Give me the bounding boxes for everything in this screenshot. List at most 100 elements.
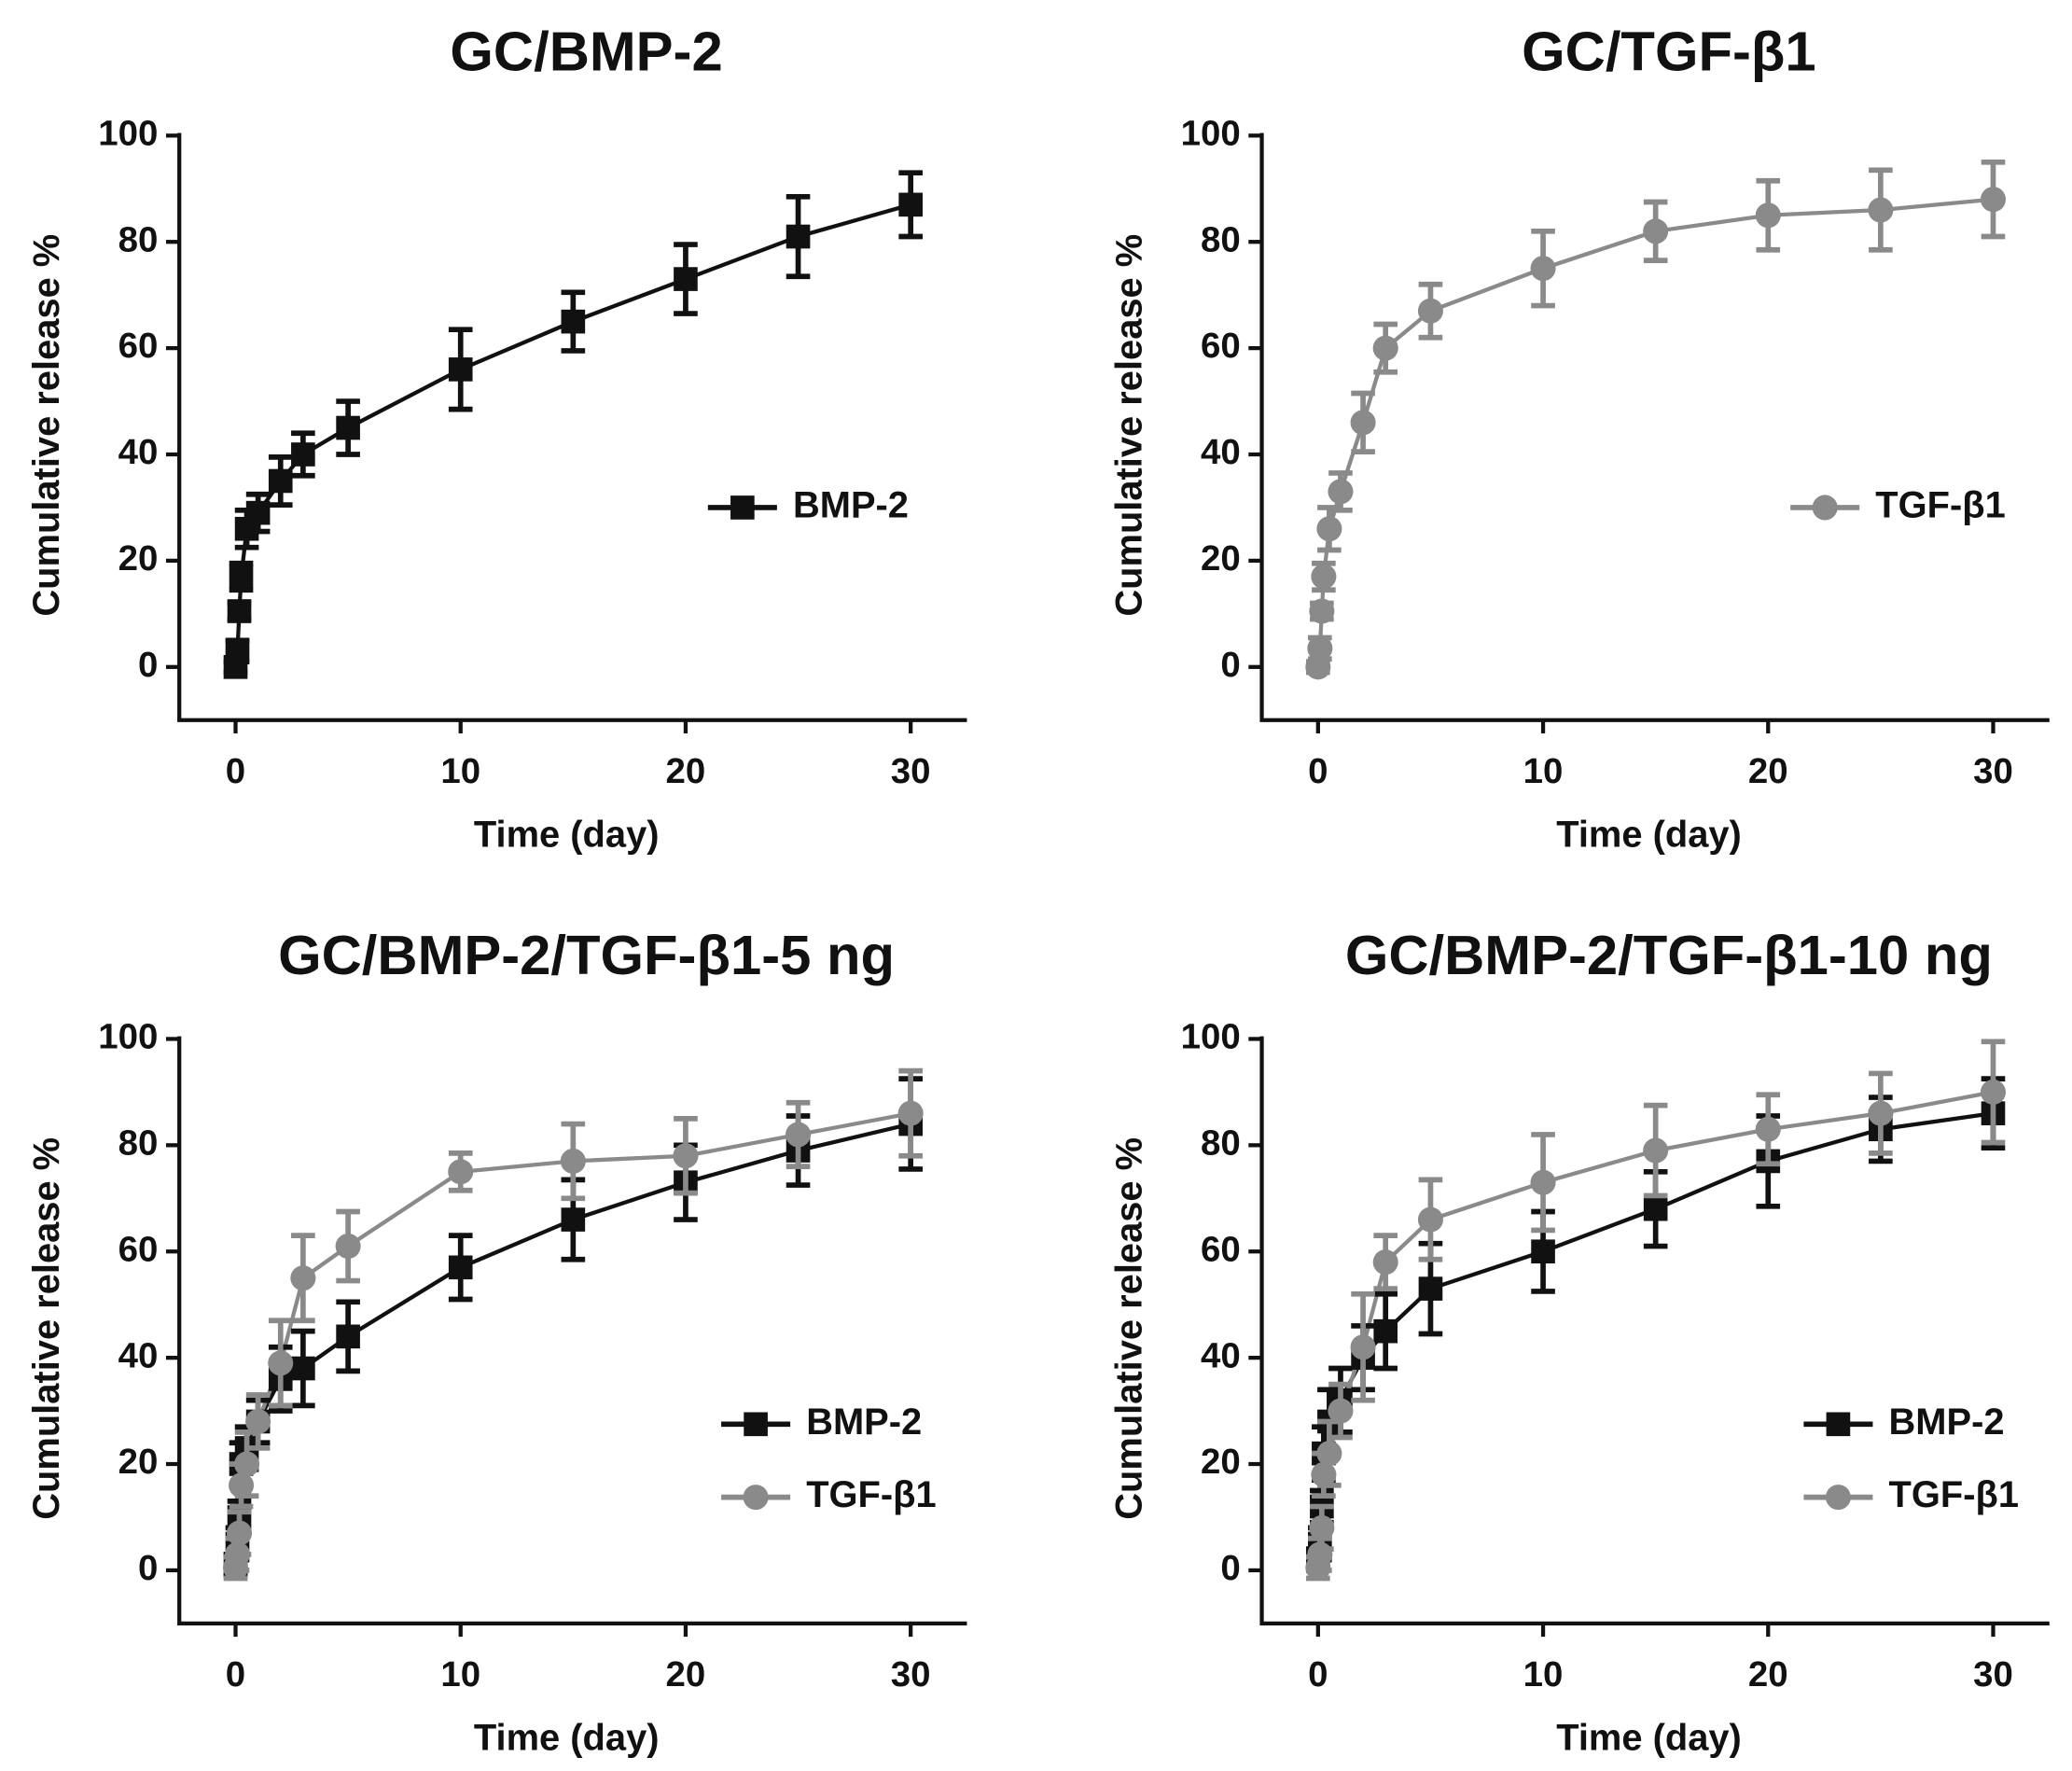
marker: [245, 500, 271, 525]
marker: [1307, 635, 1333, 662]
legend-marker: [1826, 1412, 1851, 1437]
legend-marker: [1825, 1485, 1851, 1511]
x-axis-label: Time (day): [474, 815, 660, 856]
y-tick-label: 80: [118, 1123, 159, 1163]
marker: [1418, 1276, 1443, 1301]
marker: [1309, 1514, 1335, 1541]
marker: [1755, 1116, 1781, 1142]
marker: [245, 1408, 271, 1434]
marker: [1868, 1100, 1894, 1126]
marker: [225, 638, 250, 663]
marker: [673, 1143, 699, 1169]
x-tick-label: 10: [440, 751, 480, 791]
marker: [227, 1520, 253, 1546]
x-tick-label: 0: [226, 751, 245, 791]
x-axis-label: Time (day): [474, 1718, 660, 1759]
chart: GC/BMP-2/TGF-β1-10 ng Time (day) Cumulativ…: [1109, 924, 2050, 1759]
marker: [674, 267, 698, 291]
x-tick-label: 0: [1308, 1654, 1328, 1694]
marker: [1755, 202, 1781, 229]
marker: [1868, 197, 1894, 223]
y-tick-label: 100: [98, 113, 158, 153]
y-axis-label: Cumulative release %: [1109, 234, 1150, 617]
chart: GC/TGF-β1 Time (day) Cumulative release % 0…: [1109, 21, 2050, 856]
marker: [561, 309, 586, 334]
marker: [1328, 1398, 1354, 1424]
legend-marker: [730, 495, 755, 520]
x-tick-label: 20: [1748, 1654, 1788, 1694]
marker: [268, 468, 293, 494]
marker: [897, 1100, 924, 1126]
y-tick-label: 40: [118, 1335, 159, 1375]
marker: [898, 192, 923, 217]
axes: [177, 132, 967, 722]
marker: [1316, 516, 1342, 542]
x-tick-label: 30: [1973, 751, 2013, 791]
y-tick-label: 40: [1201, 1335, 1241, 1375]
x-tick-label: 20: [666, 751, 706, 791]
y-tick-label: 0: [138, 645, 158, 685]
y-tick-label: 40: [1201, 432, 1241, 472]
marker: [561, 1207, 586, 1232]
marker: [336, 1324, 360, 1349]
legend-label: TGF-β1: [1875, 484, 2005, 525]
y-tick-label: 80: [118, 219, 159, 259]
y-tick-label: 60: [1201, 326, 1241, 366]
marker: [448, 1255, 473, 1280]
marker: [227, 599, 252, 623]
marker: [786, 224, 811, 249]
legend-marker: [744, 1412, 768, 1437]
x-tick-label: 10: [1523, 751, 1564, 791]
series-line: [1315, 197, 1994, 668]
marker: [1372, 1249, 1398, 1276]
marker: [560, 1148, 586, 1174]
marker: [1328, 479, 1354, 505]
marker: [1530, 256, 1556, 282]
axes: [1259, 1036, 2050, 1626]
legend-label: TGF-β1: [1889, 1474, 2019, 1515]
axes: [177, 1036, 967, 1626]
y-tick-label: 100: [98, 1017, 158, 1057]
marker: [1350, 410, 1376, 436]
marker: [268, 1350, 294, 1376]
y-axis-label: Cumulative release %: [26, 234, 67, 617]
marker: [1531, 1239, 1555, 1264]
marker: [1643, 1196, 1668, 1221]
marker: [448, 357, 473, 382]
y-tick-label: 40: [118, 432, 159, 472]
marker: [291, 442, 315, 467]
marker: [1350, 1334, 1376, 1360]
marker: [229, 565, 254, 589]
marker: [1643, 218, 1669, 244]
y-tick-label: 0: [1220, 1548, 1240, 1588]
y-tick-label: 80: [1201, 219, 1241, 259]
marker: [234, 1451, 260, 1477]
chart-title: GC/TGF-β1: [1522, 21, 1815, 83]
x-axis-label: Time (day): [1556, 1718, 1742, 1759]
x-tick-label: 0: [226, 1654, 245, 1694]
y-tick-label: 60: [1201, 1229, 1241, 1269]
chart-title: GC/BMP-2/TGF-β1-5 ng: [278, 924, 895, 986]
marker: [1417, 1206, 1443, 1233]
chart: GC/BMP-2 Time (day) Cumulative release % 0 2…: [26, 21, 967, 856]
marker: [1980, 187, 2007, 213]
marker: [1309, 598, 1335, 624]
x-tick-label: 20: [1748, 751, 1788, 791]
y-tick-label: 100: [1181, 1017, 1241, 1057]
chart: GC/BMP-2/TGF-β1-5 ng Time (day) Cumulative…: [26, 924, 967, 1759]
x-tick-label: 20: [666, 1654, 706, 1694]
y-tick-label: 20: [1201, 1442, 1241, 1482]
x-tick-label: 30: [891, 1654, 931, 1694]
chart-title: GC/BMP-2: [450, 21, 722, 83]
x-tick-label: 10: [1523, 1654, 1564, 1694]
marker: [1417, 298, 1443, 324]
x-tick-label: 0: [1308, 751, 1328, 791]
y-tick-label: 20: [1201, 538, 1241, 579]
marker: [1372, 335, 1398, 361]
marker: [1311, 564, 1337, 590]
y-tick-label: 0: [138, 1548, 158, 1588]
y-tick-label: 100: [1181, 113, 1241, 153]
y-tick-label: 20: [118, 538, 159, 579]
y-tick-label: 20: [118, 1442, 159, 1482]
